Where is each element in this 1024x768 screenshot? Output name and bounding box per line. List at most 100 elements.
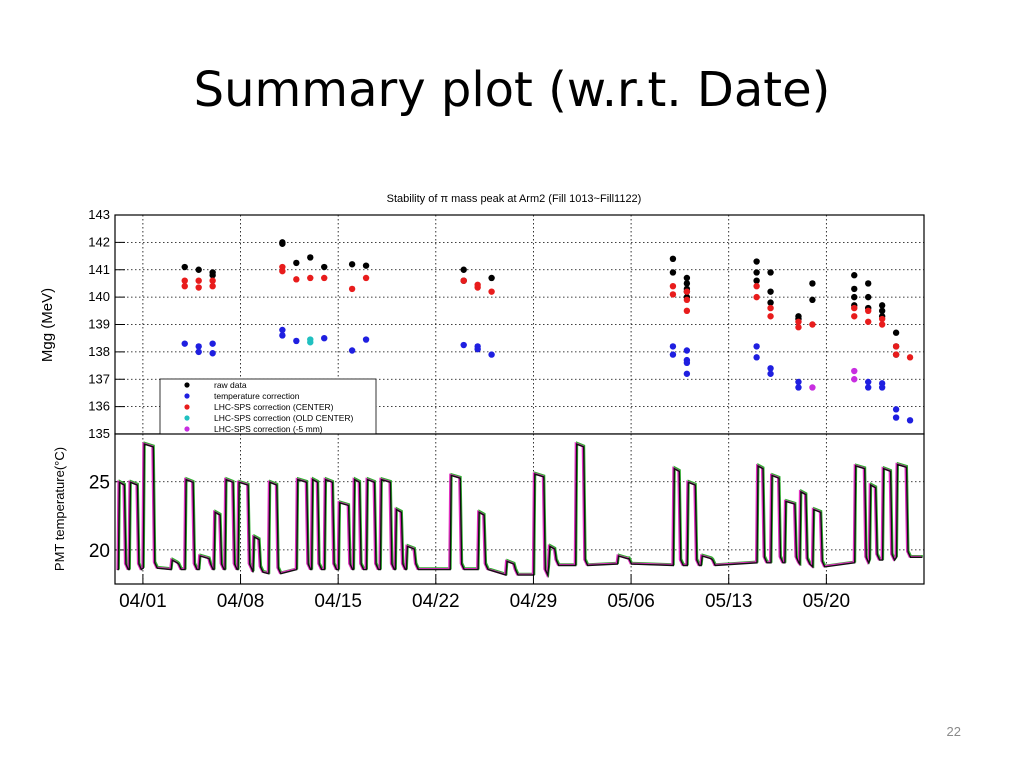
data-point-0-19 bbox=[683, 274, 691, 282]
data-point-2-25 bbox=[767, 313, 774, 320]
mass-peak-y-ticks: 143 142 141 140 139 138 137 136 135 bbox=[88, 207, 125, 441]
x-tick-label: 05/20 bbox=[803, 591, 851, 612]
legend-label: LHC-SPS correction (OLD CENTER) bbox=[214, 413, 354, 423]
x-tick-label: 04/22 bbox=[412, 591, 460, 612]
y-tick-label: 25 bbox=[89, 473, 110, 494]
data-point-2-24 bbox=[767, 304, 774, 312]
legend-box bbox=[159, 378, 377, 435]
data-point-2-26 bbox=[795, 318, 802, 325]
mass-peak-title: Stability of π mass peak at Arm2 (Fill 1… bbox=[387, 193, 642, 205]
x-tick-label: 04/01 bbox=[119, 591, 167, 612]
data-point-1-3 bbox=[209, 340, 216, 347]
legend-marker bbox=[184, 404, 190, 410]
data-point-0-30 bbox=[809, 296, 816, 304]
data-point-1-4 bbox=[209, 350, 216, 357]
mass-peak-points bbox=[181, 239, 914, 424]
pmt-temperature-y-label: PMT temperature(°C) bbox=[52, 447, 67, 571]
data-point-0-40 bbox=[878, 302, 886, 309]
data-point-2-37 bbox=[906, 354, 914, 361]
data-point-1-15 bbox=[669, 343, 677, 350]
temperature-trace-black bbox=[117, 443, 923, 578]
pmt-temperature-y-ticks: 25 20 bbox=[89, 473, 125, 562]
data-point-0-0 bbox=[181, 263, 188, 271]
data-point-0-8 bbox=[321, 263, 328, 271]
data-point-0-23 bbox=[753, 277, 760, 284]
data-point-1-1 bbox=[195, 343, 202, 350]
data-point-0-41 bbox=[892, 329, 900, 336]
data-point-0-22 bbox=[753, 269, 760, 276]
data-point-2-36 bbox=[892, 351, 900, 358]
data-point-2-19 bbox=[683, 288, 691, 295]
slide-title: Summary plot (w.r.t. Date) bbox=[193, 62, 831, 118]
data-point-1-33 bbox=[906, 417, 914, 424]
y-tick-label: 141 bbox=[88, 262, 110, 277]
legend-marker bbox=[184, 393, 190, 399]
data-point-0-33 bbox=[851, 293, 858, 301]
data-point-0-10 bbox=[362, 262, 370, 269]
mass-peak-panel: 143 142 141 140 139 138 137 136 135 Stability of… bbox=[39, 193, 925, 441]
x-tick-label: 05/06 bbox=[607, 591, 655, 612]
data-point-1-19 bbox=[683, 370, 691, 377]
data-point-2-32 bbox=[865, 318, 872, 325]
pmt-temperature-lines bbox=[116, 441, 923, 579]
data-point-2-23 bbox=[753, 293, 760, 301]
y-tick-label: 20 bbox=[89, 541, 110, 562]
data-point-2-17 bbox=[669, 282, 677, 290]
y-tick-label: 139 bbox=[88, 317, 110, 332]
data-point-1-6 bbox=[279, 332, 286, 339]
data-point-1-27 bbox=[865, 378, 872, 386]
data-point-1-25 bbox=[795, 378, 802, 386]
y-tick-label: 142 bbox=[88, 234, 110, 249]
data-point-1-10 bbox=[362, 336, 370, 343]
data-point-1-23 bbox=[767, 365, 774, 372]
data-point-2-16 bbox=[488, 288, 495, 295]
data-point-1-7 bbox=[293, 337, 300, 345]
data-point-2-20 bbox=[683, 296, 691, 304]
data-point-1-9 bbox=[348, 347, 356, 354]
data-point-1-20 bbox=[683, 359, 691, 367]
y-tick-label: 138 bbox=[88, 344, 110, 359]
data-point-2-12 bbox=[362, 274, 370, 282]
data-point-2-27 bbox=[795, 324, 802, 331]
data-point-0-16 bbox=[683, 280, 691, 287]
data-point-1-16 bbox=[669, 351, 677, 358]
data-point-2-2 bbox=[195, 277, 202, 284]
data-point-1-26 bbox=[795, 384, 802, 391]
data-point-2-13 bbox=[460, 277, 467, 284]
data-point-0-35 bbox=[865, 280, 872, 287]
data-point-0-36 bbox=[865, 293, 872, 301]
x-tick-label: 04/08 bbox=[217, 591, 265, 612]
data-point-2-0 bbox=[181, 277, 188, 284]
legend-marker bbox=[184, 426, 190, 432]
data-point-2-35 bbox=[892, 343, 900, 350]
legend-marker bbox=[184, 415, 190, 421]
data-point-2-8 bbox=[293, 276, 300, 283]
date-x-ticks: 04/01 04/08 04/15 04/22 04/29 05/06 05/13 05/20 bbox=[119, 574, 850, 612]
data-point-4-2 bbox=[851, 376, 858, 383]
y-tick-label: 143 bbox=[88, 207, 110, 222]
y-tick-label: 135 bbox=[88, 426, 110, 441]
data-point-0-21 bbox=[753, 258, 760, 265]
data-point-2-15 bbox=[474, 284, 481, 291]
data-point-1-31 bbox=[892, 406, 900, 413]
data-point-0-3 bbox=[209, 272, 216, 279]
data-point-0-13 bbox=[488, 274, 495, 282]
data-point-0-11 bbox=[460, 266, 467, 273]
data-point-2-34 bbox=[878, 321, 886, 328]
page-number: 22 bbox=[946, 724, 961, 739]
x-tick-label: 04/29 bbox=[510, 591, 558, 612]
legend-label: LHC-SPS correction (-5 mm) bbox=[214, 424, 323, 434]
pmt-temperature-panel: 25 20 04/01 04/08 04/15 04/22 04/29 05/06 05/13… bbox=[52, 433, 925, 612]
data-point-1-21 bbox=[753, 343, 760, 350]
data-point-1-22 bbox=[753, 354, 760, 361]
data-point-0-15 bbox=[669, 269, 677, 276]
data-point-2-1 bbox=[181, 282, 188, 290]
data-point-0-1 bbox=[195, 266, 202, 273]
data-point-2-11 bbox=[348, 285, 356, 293]
data-point-0-26 bbox=[767, 299, 774, 306]
data-point-0-32 bbox=[851, 285, 858, 293]
data-point-1-28 bbox=[865, 384, 872, 391]
data-point-0-25 bbox=[767, 288, 774, 295]
